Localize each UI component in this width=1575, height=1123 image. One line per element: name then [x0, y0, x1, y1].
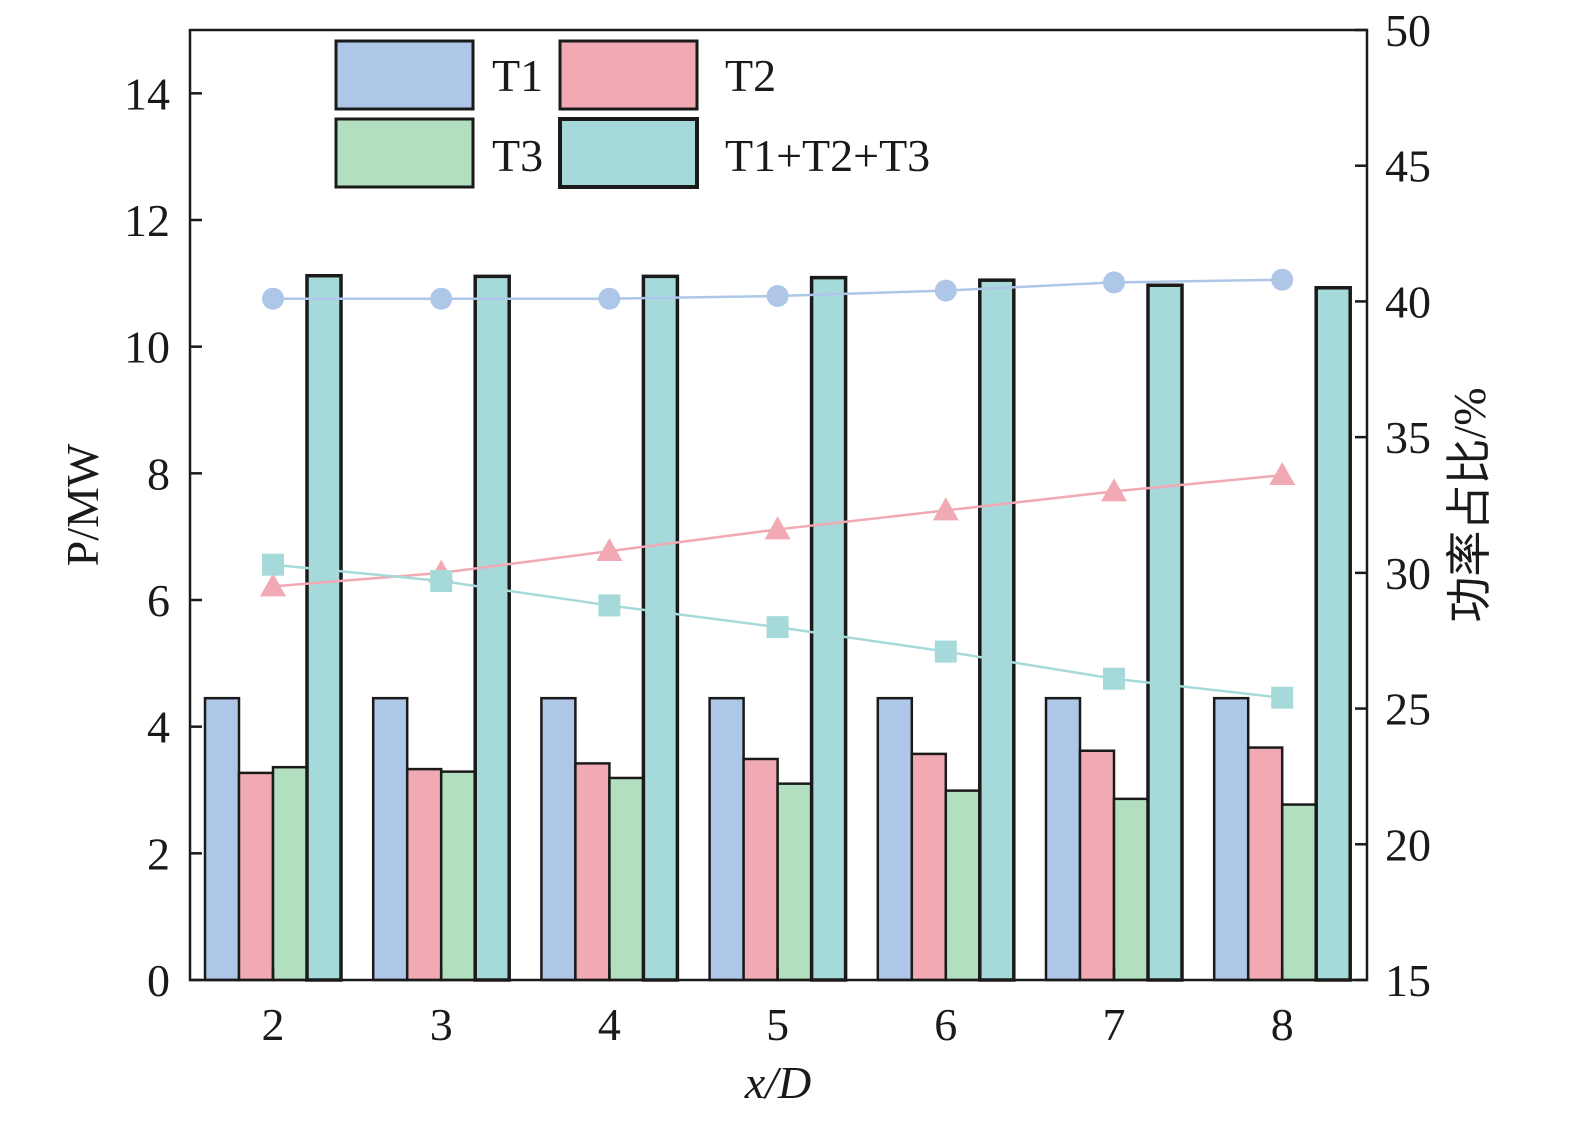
marker-t1-x7 — [1103, 271, 1125, 294]
y-left-tick-label-2: 2 — [147, 828, 170, 879]
y-left-tick-label-12: 12 — [124, 195, 170, 246]
bar-t1-x5 — [708, 696, 745, 982]
y-left-tick-label-14: 14 — [124, 68, 170, 119]
x-tick-label-5: 5 — [766, 999, 789, 1050]
bar-t1-x3 — [371, 696, 409, 982]
bar-t1-plus-t2-plus-t3-x6 — [978, 278, 1016, 982]
legend-label-t1: T1 — [492, 50, 543, 101]
marker-t1-x4 — [598, 287, 621, 310]
bars-layer — [203, 273, 1352, 982]
y-right-tick-label-40: 40 — [1385, 276, 1431, 327]
y-left-axis-title: P/MW — [57, 443, 108, 566]
y-right-axis-title: 功率占比/% — [1444, 387, 1495, 622]
y-right-tick-label-20: 20 — [1385, 819, 1431, 870]
y-left-tick-label-10: 10 — [124, 322, 170, 373]
bar-t1-plus-t2-plus-t3-x4 — [641, 274, 680, 982]
x-tick-label-4: 4 — [598, 999, 621, 1050]
y-right-tick-label-50: 50 — [1385, 5, 1431, 56]
bar-t1-x7 — [1044, 696, 1082, 982]
bar-t1-x2 — [203, 696, 241, 982]
y-left-tick-label-0: 0 — [147, 955, 170, 1006]
bar-t2-x7 — [1078, 749, 1116, 982]
lines-layer — [260, 268, 1296, 709]
marker-t1-x6 — [934, 279, 957, 302]
x-tick-label-8: 8 — [1271, 999, 1294, 1050]
bar-t1-plus-t2-plus-t3-x2 — [305, 273, 343, 982]
bar-t1-x4 — [540, 696, 577, 982]
bar-t3-x6 — [944, 789, 982, 982]
legend-swatch-t2 — [558, 39, 699, 111]
bar-t1-plus-t2-plus-t3-x8 — [1314, 286, 1352, 982]
bar-t1-plus-t2-plus-t3-x7 — [1146, 283, 1184, 982]
marker-t1-x3 — [430, 287, 453, 310]
x-tick-label-7: 7 — [1103, 999, 1126, 1050]
y-left-tick-label-8: 8 — [147, 448, 170, 499]
bar-t3-x4 — [608, 776, 645, 982]
legend-label-t2: T2 — [725, 50, 776, 101]
legend-label-t3: T3 — [492, 130, 543, 181]
marker-t2-x5 — [764, 516, 791, 540]
legend-swatch-t1 — [334, 39, 475, 111]
marker-t1-x2 — [262, 287, 284, 310]
bar-t3-x7 — [1112, 797, 1150, 982]
legend: T1 T2 T3 T1+T2+T3 — [334, 39, 930, 189]
marker-t2-x2 — [260, 573, 286, 597]
y-right-tick-label-45: 45 — [1385, 141, 1431, 192]
marker-t3-x3 — [430, 570, 453, 592]
marker-t2-x8 — [1269, 461, 1296, 486]
bar-t1-x6 — [876, 696, 914, 982]
marker-t2-x4 — [596, 537, 623, 562]
bar-t2-x2 — [237, 771, 275, 982]
bar-t1-plus-t2-plus-t3-x3 — [473, 274, 511, 982]
marker-t1-x8 — [1271, 268, 1294, 291]
bar-t3-x3 — [439, 770, 477, 982]
marker-t3-x5 — [766, 616, 789, 639]
bar-t2-x6 — [910, 752, 948, 982]
bar-t3-x5 — [776, 782, 813, 982]
marker-t2-x6 — [932, 497, 959, 521]
y-left-tick-label-4: 4 — [147, 702, 170, 753]
marker-t3-x7 — [1103, 667, 1125, 690]
bar-t1-x8 — [1212, 696, 1250, 982]
marker-t3-x2 — [262, 553, 284, 576]
x-tick-label-3: 3 — [430, 999, 453, 1050]
x-tick-label-6: 6 — [934, 999, 957, 1050]
x-tick-label-2: 2 — [262, 999, 285, 1050]
bar-t2-x3 — [405, 767, 443, 982]
marker-t2-x7 — [1101, 478, 1127, 502]
marker-t3-x8 — [1271, 686, 1294, 709]
bar-t2-x8 — [1246, 746, 1284, 982]
y-right-tick-label-35: 35 — [1385, 412, 1431, 463]
y-right-tick-label-30: 30 — [1385, 548, 1431, 599]
bar-t3-x2 — [271, 765, 309, 982]
legend-label-total: T1+T2+T3 — [725, 130, 930, 181]
bar-t1-plus-t2-plus-t3-x5 — [809, 275, 848, 982]
legend-swatch-total — [558, 117, 699, 189]
bar-t3-x8 — [1280, 803, 1318, 982]
marker-t1-x5 — [766, 285, 789, 307]
marker-t3-x4 — [598, 594, 621, 617]
x-axis-title: x/D — [744, 1057, 811, 1108]
marker-t3-x6 — [934, 640, 957, 663]
legend-swatch-t3 — [334, 117, 475, 189]
y-right-tick-label-15: 15 — [1385, 955, 1431, 1006]
bar-t2-x4 — [574, 762, 611, 982]
y-right-tick-label-25: 25 — [1385, 684, 1431, 735]
y-left-tick-label-6: 6 — [147, 575, 170, 626]
bar-t2-x5 — [742, 757, 779, 982]
